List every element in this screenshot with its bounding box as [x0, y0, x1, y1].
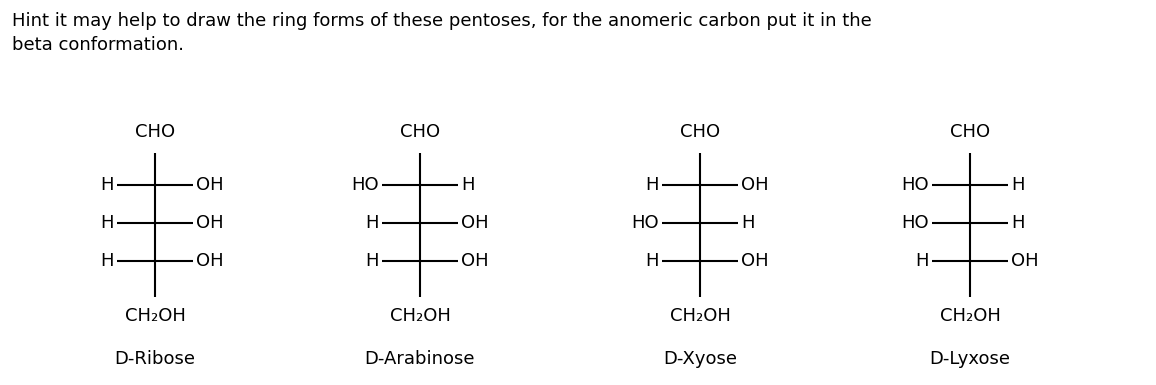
- Text: D-Ribose: D-Ribose: [114, 350, 195, 368]
- Text: D-Xyose: D-Xyose: [664, 350, 738, 368]
- Text: H: H: [645, 176, 659, 194]
- Text: H: H: [461, 176, 474, 194]
- Text: H: H: [1012, 214, 1024, 232]
- Text: CHO: CHO: [950, 123, 990, 141]
- Text: CH₂OH: CH₂OH: [669, 307, 731, 325]
- Text: CHO: CHO: [400, 123, 440, 141]
- Text: CHO: CHO: [135, 123, 175, 141]
- Text: HO: HO: [631, 214, 659, 232]
- Text: D-Lyxose: D-Lyxose: [929, 350, 1010, 368]
- Text: H: H: [1012, 176, 1024, 194]
- Text: H: H: [365, 214, 379, 232]
- Text: HO: HO: [902, 176, 929, 194]
- Text: OH: OH: [197, 176, 223, 194]
- Text: D-Arabinose: D-Arabinose: [365, 350, 475, 368]
- Text: H: H: [645, 252, 659, 270]
- Text: CH₂OH: CH₂OH: [390, 307, 451, 325]
- Text: OH: OH: [197, 252, 223, 270]
- Text: H: H: [916, 252, 929, 270]
- Text: CH₂OH: CH₂OH: [940, 307, 1000, 325]
- Text: H: H: [365, 252, 379, 270]
- Text: H: H: [101, 176, 114, 194]
- Text: OH: OH: [461, 252, 489, 270]
- Text: Hint it may help to draw the ring forms of these pentoses, for the anomeric carb: Hint it may help to draw the ring forms …: [12, 12, 872, 54]
- Text: H: H: [741, 214, 755, 232]
- Text: CH₂OH: CH₂OH: [125, 307, 185, 325]
- Text: CHO: CHO: [680, 123, 720, 141]
- Text: OH: OH: [741, 252, 769, 270]
- Text: OH: OH: [461, 214, 489, 232]
- Text: OH: OH: [197, 214, 223, 232]
- Text: HO: HO: [902, 214, 929, 232]
- Text: H: H: [101, 252, 114, 270]
- Text: HO: HO: [351, 176, 379, 194]
- Text: H: H: [101, 214, 114, 232]
- Text: OH: OH: [1012, 252, 1038, 270]
- Text: OH: OH: [741, 176, 769, 194]
